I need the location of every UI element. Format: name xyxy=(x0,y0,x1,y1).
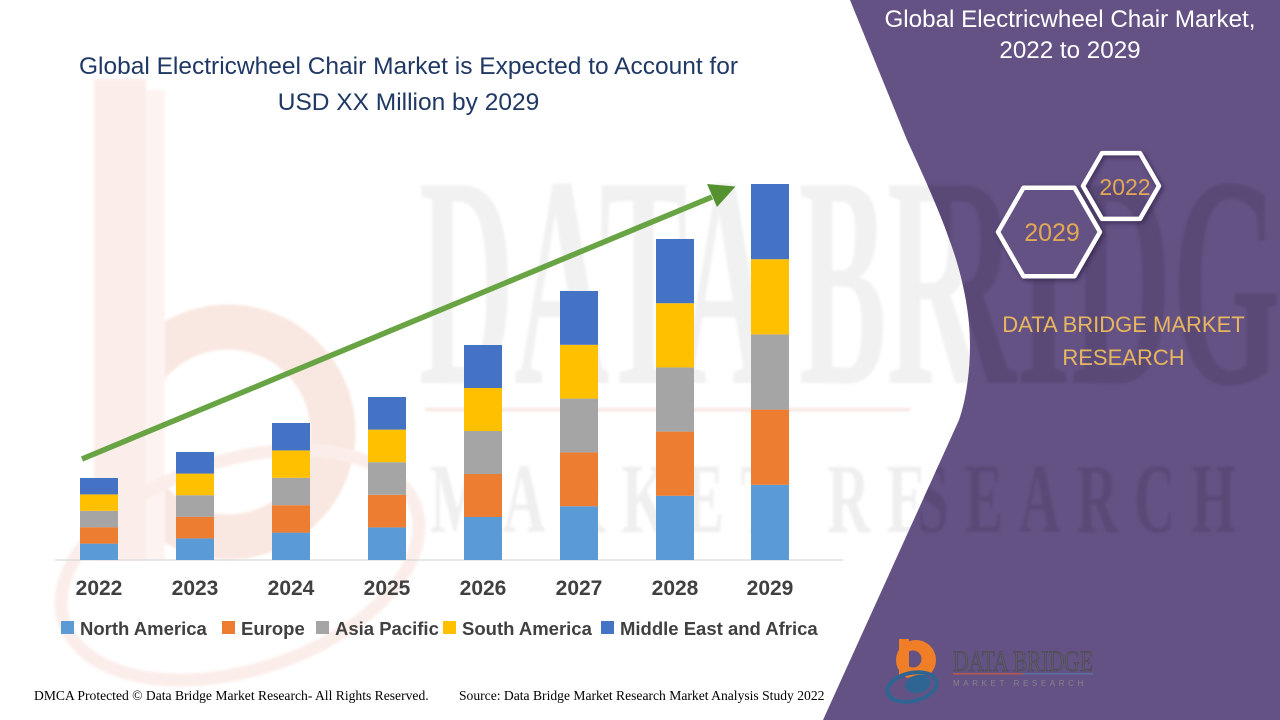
svg-text:MARKET RESEARCH: MARKET RESEARCH xyxy=(953,679,1087,688)
svg-text:DATA BRIDGE: DATA BRIDGE xyxy=(953,645,1093,678)
